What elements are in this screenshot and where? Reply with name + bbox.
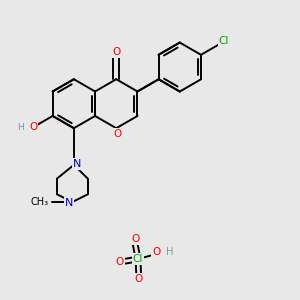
Text: O: O: [116, 257, 124, 267]
Text: Cl: Cl: [133, 254, 143, 264]
Text: O: O: [152, 248, 160, 257]
Text: N: N: [65, 198, 74, 208]
Text: Cl: Cl: [218, 36, 229, 46]
Text: N: N: [73, 159, 81, 169]
Text: O: O: [112, 47, 120, 57]
Text: H: H: [166, 248, 173, 257]
Text: O: O: [131, 234, 139, 244]
Text: O: O: [113, 129, 121, 139]
Text: O: O: [29, 122, 38, 132]
Text: O: O: [134, 274, 143, 284]
Text: H: H: [18, 123, 24, 132]
Text: CH₃: CH₃: [30, 197, 49, 207]
